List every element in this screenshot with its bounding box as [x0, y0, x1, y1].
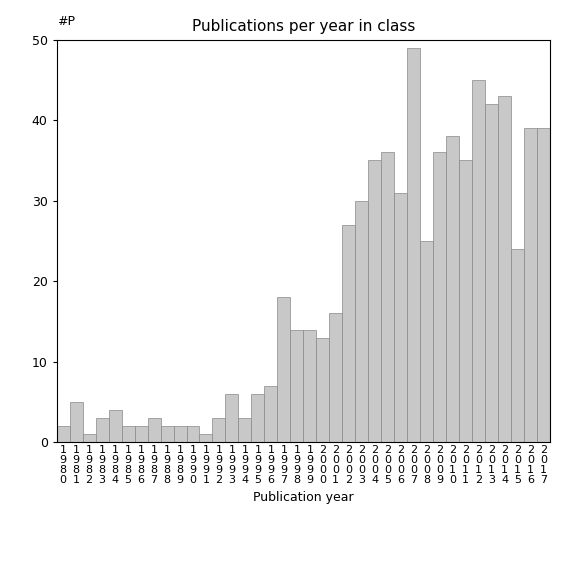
Bar [356, 201, 368, 442]
Bar [342, 225, 356, 442]
Bar [57, 426, 70, 442]
Bar [537, 128, 550, 442]
Bar [485, 104, 498, 442]
Bar [134, 426, 147, 442]
Bar [329, 314, 342, 442]
X-axis label: Publication year: Publication year [253, 490, 354, 503]
Bar [277, 297, 290, 442]
Bar [446, 136, 459, 442]
Bar [368, 160, 381, 442]
Bar [498, 96, 511, 442]
Bar [213, 418, 226, 442]
Bar [472, 80, 485, 442]
Bar [226, 394, 239, 442]
Bar [394, 193, 407, 442]
Bar [83, 434, 96, 442]
Bar [187, 426, 200, 442]
Bar [407, 48, 420, 442]
Bar [160, 426, 174, 442]
Text: #P: #P [57, 15, 75, 28]
Bar [420, 241, 433, 442]
Bar [303, 329, 316, 442]
Bar [511, 249, 524, 442]
Bar [174, 426, 187, 442]
Bar [459, 160, 472, 442]
Bar [147, 418, 160, 442]
Bar [264, 386, 277, 442]
Bar [290, 329, 303, 442]
Bar [239, 418, 251, 442]
Bar [121, 426, 134, 442]
Bar [200, 434, 213, 442]
Bar [316, 337, 329, 442]
Bar [70, 402, 83, 442]
Bar [433, 153, 446, 442]
Title: Publications per year in class: Publications per year in class [192, 19, 415, 35]
Bar [381, 153, 394, 442]
Bar [109, 410, 121, 442]
Bar [251, 394, 264, 442]
Bar [96, 418, 109, 442]
Bar [524, 128, 537, 442]
